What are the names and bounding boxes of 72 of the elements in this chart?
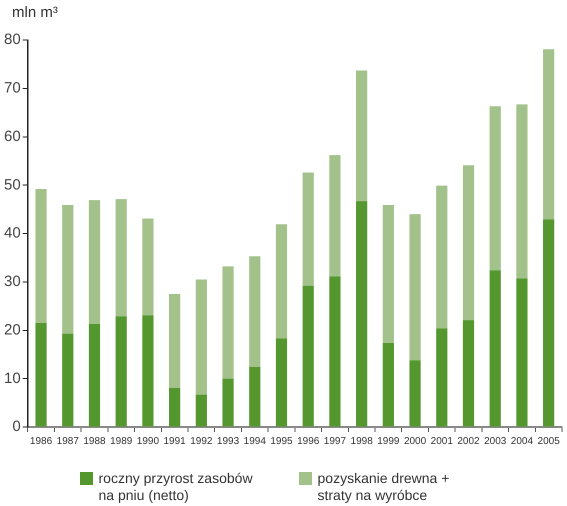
x-tick-label: 1994 (244, 436, 266, 447)
bar (116, 199, 127, 316)
y-axis-title: mln m³ (12, 4, 58, 21)
x-tick-label: 1992 (190, 436, 213, 447)
x-tick-label: 2001 (430, 436, 454, 447)
y-tick-label: 20 (4, 321, 21, 338)
bar (196, 394, 207, 426)
x-tick-label: 1999 (377, 436, 400, 447)
x-tick-label: 2005 (538, 436, 560, 447)
bar (35, 188, 47, 323)
x-tick-label: 1989 (110, 436, 133, 447)
x-tick-label: 1998 (350, 436, 374, 447)
bar (436, 328, 448, 426)
x-tick-label: 1987 (56, 436, 80, 447)
bar (196, 279, 207, 395)
bar (169, 294, 180, 388)
bar (249, 256, 260, 368)
bar (222, 378, 234, 426)
bar (249, 367, 260, 426)
bar (222, 266, 234, 379)
bar (276, 338, 288, 426)
y-tick-label: 70 (4, 80, 21, 97)
bar (329, 276, 341, 426)
x-tick-label: 2004 (510, 436, 534, 447)
x-tick-label: 1988 (83, 436, 106, 447)
bar (302, 172, 314, 286)
bar (116, 316, 127, 426)
bar (88, 324, 100, 426)
bar (382, 342, 394, 426)
bar (462, 165, 474, 320)
x-tick-label: 1995 (270, 436, 294, 447)
bar (409, 214, 421, 360)
legend-label: roczny przyrost zasobów na pniu (netto) (98, 470, 254, 504)
bar (329, 155, 341, 277)
bar (409, 360, 421, 426)
bar (356, 201, 368, 426)
legend-label: pozyskanie drewna + straty na wyróbce (318, 470, 450, 504)
y-tick-label: 30 (4, 273, 21, 290)
bar (462, 320, 474, 426)
bar (88, 200, 100, 324)
x-tick-label: 2002 (457, 436, 480, 447)
x-tick-label: 1986 (30, 436, 53, 447)
x-tick-label: 1996 (297, 436, 320, 447)
bar (543, 49, 554, 220)
bar (62, 334, 74, 426)
x-tick-label: 1993 (216, 436, 240, 447)
bar (490, 270, 501, 426)
y-tick-label: 60 (4, 128, 21, 145)
bar (436, 186, 448, 328)
x-tick-label: 2003 (484, 436, 507, 447)
bar (356, 70, 368, 202)
bar (490, 106, 501, 270)
bar (142, 315, 154, 426)
y-tick-label: 80 (4, 31, 21, 48)
x-tick-label: 2000 (404, 436, 427, 447)
bar (543, 219, 554, 426)
y-tick-label: 10 (4, 370, 21, 387)
y-tick-label: 40 (4, 224, 21, 242)
x-tick-label: 1991 (163, 436, 186, 447)
bar (169, 388, 180, 426)
y-tick-label: 0 (12, 418, 21, 436)
bar (302, 286, 314, 426)
bar (35, 322, 47, 426)
bar (142, 218, 154, 316)
x-tick-label: 1997 (324, 436, 346, 447)
x-tick-label: 1990 (136, 436, 160, 447)
y-tick-label: 50 (4, 176, 21, 194)
bar (516, 104, 528, 278)
bar (516, 278, 528, 426)
bar (276, 224, 288, 338)
bar (62, 204, 74, 334)
bar (382, 204, 394, 343)
